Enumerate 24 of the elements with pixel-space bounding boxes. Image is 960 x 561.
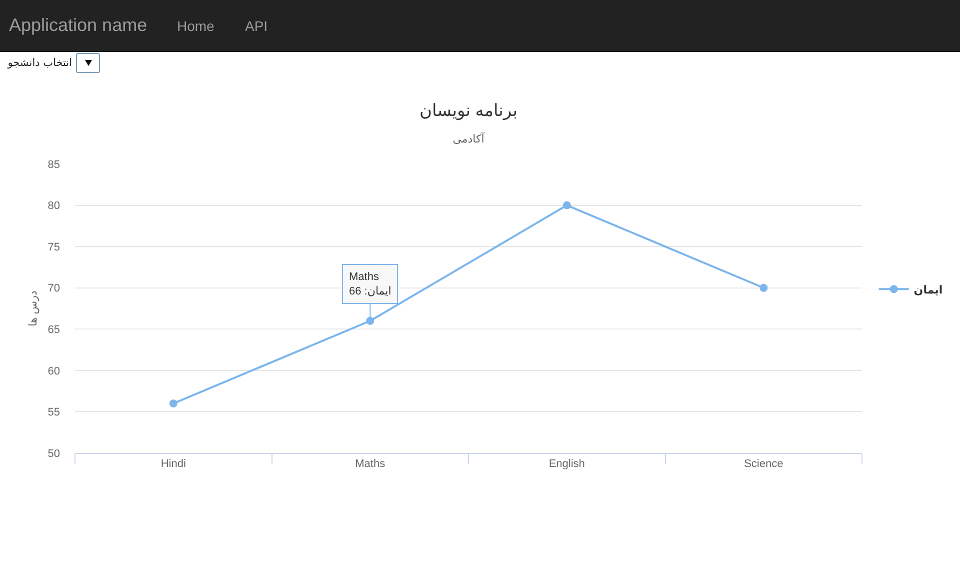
y-axis-title: درس ها [27,290,40,326]
y-tick-label: 85 [48,158,60,171]
legend-label: ایمان [914,284,943,296]
dropdown-label: انتخاب دانشجو [8,56,72,70]
chart-title: برنامه نویسان [419,100,518,121]
x-tick-label: Maths [355,458,386,470]
y-tick-label: 75 [48,241,60,254]
point [562,201,571,210]
point [366,316,374,325]
y-tick-label: 80 [48,200,60,212]
x-tick-label: Hindi [160,458,186,470]
chart-subtitle: آکادمی [452,131,486,146]
y-tick-label: 65 [48,324,60,336]
point [760,284,768,292]
y-tick-label: 70 [48,282,60,295]
y-tick-label: 50 [48,448,60,460]
app-title: Application name [9,14,148,36]
x-tick-label: Science [744,458,784,470]
x-tick-label: English [548,458,585,470]
nav-link: Home [177,17,214,35]
nav-link: API [245,17,268,35]
point [169,399,178,408]
y-tick-label: 55 [48,406,60,419]
y-tick-label: 60 [48,365,60,378]
